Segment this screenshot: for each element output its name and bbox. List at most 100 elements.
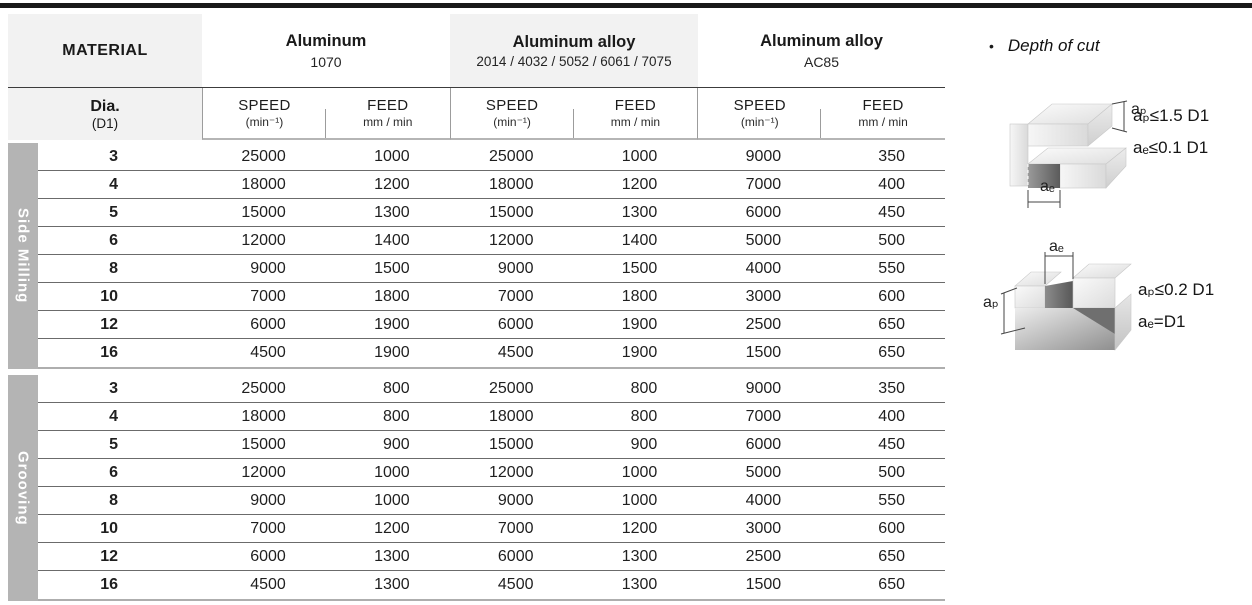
table-row: 10 7000 1800 7000 1800 3000 600	[38, 283, 945, 311]
feed-cell: 800	[630, 379, 658, 397]
feed-cell: 650	[878, 344, 905, 361]
table-row: 5 15000 1300 15000 1300 6000 450	[38, 199, 945, 227]
feed-cell: 1300	[621, 576, 658, 593]
dia-header-cell: Dia. (D1)	[8, 88, 202, 140]
table-row: 12 6000 1300 6000 1300 2500 650	[38, 543, 945, 571]
depth-of-cut-panel: • Depth of cut	[945, 0, 1252, 605]
speed-cell: 7000	[745, 407, 782, 425]
dia-cell: 5	[109, 203, 118, 221]
feed-cell: 600	[878, 287, 905, 305]
speed-label: SPEED	[733, 97, 786, 114]
feed-cell: 1900	[374, 344, 410, 361]
feed-cell: 1000	[621, 147, 658, 165]
section-side-milling: Side Milling 3 25000 1000 25000 1000 900…	[8, 143, 945, 369]
feed-cell: 800	[382, 407, 410, 425]
speed-cell: 9000	[250, 259, 286, 277]
group-subtitle: 2014 / 4032 / 5052 / 6061 / 7075	[476, 53, 672, 69]
feed-cell: 550	[878, 259, 905, 277]
speed-cell: 18000	[241, 407, 286, 425]
table-row: 12 6000 1900 6000 1900 2500 650	[38, 311, 945, 339]
table-row: 6 12000 1000 12000 1000 5000 500	[38, 459, 945, 487]
speed-cell: 7000	[250, 287, 286, 305]
speed-cell: 3000	[745, 519, 782, 537]
feed-label: FEED	[614, 97, 657, 114]
feed-cell: 500	[878, 463, 905, 481]
feed-cell: 1300	[374, 547, 410, 565]
feed-cell: 1500	[374, 259, 410, 277]
dia-cell: 3	[109, 379, 118, 397]
feed-cell: 800	[382, 379, 410, 397]
speed-label: SPEED	[485, 97, 539, 114]
speed-cell: 12000	[489, 463, 534, 481]
section-label-bar: Side Milling	[8, 143, 38, 369]
dia-cell: 16	[100, 344, 118, 361]
feed-cell: 1400	[621, 231, 658, 249]
group-subtitle: AC85	[803, 53, 840, 70]
feed-cell: 1300	[374, 203, 410, 221]
speed-cell: 18000	[241, 175, 286, 193]
group-header-aluminum-alloy: Aluminum alloy 2014 / 4032 / 5052 / 6061…	[450, 14, 698, 87]
feed-label: FEED	[862, 97, 904, 114]
feed-label: FEED	[367, 97, 409, 114]
speed-cell: 1500	[745, 344, 782, 361]
group-title: Aluminum	[285, 32, 367, 51]
feed-header-cell: FEED mm / min	[820, 88, 945, 140]
speed-cell: 6000	[497, 547, 534, 565]
material-header-row: MATERIAL Aluminum 1070 Aluminum alloy 20…	[8, 14, 945, 88]
speed-cell: 9000	[745, 379, 782, 397]
feed-cell: 450	[878, 203, 905, 221]
feed-cell: 1900	[621, 315, 658, 333]
side-milling-ap-limit: aₚ≤1.5 D1	[1133, 106, 1210, 125]
grooving-ap-limit: aₚ≤0.2 D1	[1138, 280, 1215, 299]
speed-cell: 2500	[745, 547, 782, 565]
feed-cell: 550	[878, 491, 905, 509]
speed-cell: 2500	[745, 315, 782, 333]
material-header-cell: MATERIAL	[8, 14, 202, 87]
table-row: 6 12000 1400 12000 1400 5000 500	[38, 227, 945, 255]
dia-cell: 3	[109, 147, 118, 165]
speed-cell: 25000	[241, 147, 286, 165]
speed-label: SPEED	[238, 97, 291, 114]
dia-cell: 4	[109, 407, 118, 425]
speed-cell: 4000	[745, 491, 782, 509]
dia-cell: 12	[100, 315, 118, 333]
feed-cell: 900	[630, 435, 658, 453]
speed-unit: (min⁻¹)	[740, 115, 779, 129]
feed-cell: 600	[878, 519, 905, 537]
table-row: 8 9000 1000 9000 1000 4000 550	[38, 487, 945, 515]
feed-cell: 1000	[621, 491, 658, 509]
speed-cell: 18000	[489, 175, 534, 193]
dia-cell: 16	[100, 576, 118, 593]
ap-dimension-label: aₚ	[983, 294, 999, 311]
depth-of-cut-text: Depth of cut	[1007, 36, 1100, 55]
feed-cell: 650	[878, 547, 905, 565]
ap-dimension-label: aₚ	[1131, 101, 1147, 118]
feed-cell: 1900	[621, 344, 658, 361]
speed-cell: 7000	[250, 519, 286, 537]
speed-cell: 4500	[497, 344, 534, 361]
bullet-icon: •	[989, 38, 994, 54]
speed-cell: 6000	[250, 547, 286, 565]
table-row: 10 7000 1200 7000 1200 3000 600	[38, 515, 945, 543]
feed-header-cell: FEED mm / min	[572, 88, 698, 140]
dia-cell: 10	[100, 519, 118, 537]
side-milling-depth-diagram	[1009, 100, 1128, 208]
speed-cell: 25000	[489, 379, 534, 397]
speed-cell: 5000	[745, 231, 782, 249]
dia-sub-label: (D1)	[91, 115, 119, 131]
group-header-ac85: Aluminum alloy AC85	[698, 14, 945, 87]
feed-cell: 1800	[374, 287, 410, 305]
speed-header-cell: SPEED (min⁻¹)	[449, 88, 574, 140]
ae-dimension-label: aₑ	[1049, 238, 1064, 255]
table-row: 16 4500 1900 4500 1900 1500 650	[38, 339, 945, 367]
speed-cell: 4500	[250, 344, 286, 361]
speed-cell: 12000	[241, 231, 286, 249]
section-label: Grooving	[14, 450, 32, 526]
depth-of-cut-title: • Depth of cut	[989, 36, 1100, 56]
table-row: 4 18000 800 18000 800 7000 400	[38, 403, 945, 431]
speed-cell: 15000	[241, 203, 286, 221]
speed-cell: 12000	[489, 231, 534, 249]
speed-cell: 25000	[241, 379, 286, 397]
feed-cell: 1300	[621, 203, 658, 221]
